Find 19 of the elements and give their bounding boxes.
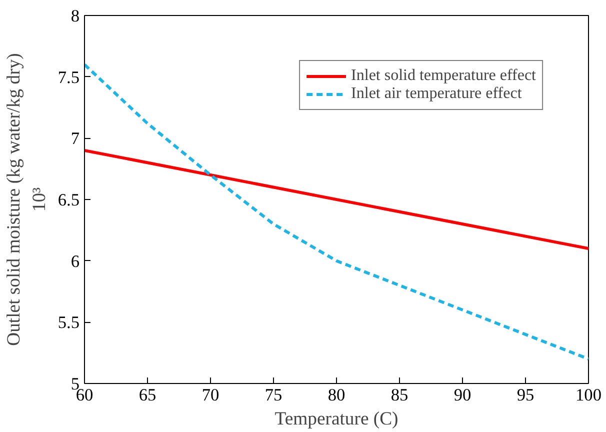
x-tick-label: 100 (576, 386, 602, 404)
line-series (84, 63, 588, 360)
x-tick-label: 80 (328, 386, 346, 404)
y-tick-label: 5.5 (58, 313, 80, 332)
x-tick-label: 95 (516, 386, 534, 404)
y-axis-title: Outlet solid moisture (kg water/kg dry) 10³ (4, 53, 50, 346)
legend-label: Inlet air temperature effect (351, 85, 522, 103)
x-axis-title: Temperature (C) (274, 408, 398, 430)
x-tick-label: 85 (390, 386, 408, 404)
y-tick-label: 6.5 (58, 190, 80, 210)
x-tick-label: 75 (264, 386, 282, 404)
legend-label: Inlet solid temperature effect (351, 67, 536, 85)
y-tick-label: 8 (70, 6, 80, 26)
y-tick-label: 7 (70, 129, 80, 148)
x-tick-label: 90 (454, 386, 472, 404)
y-tick-label: 7.5 (58, 68, 80, 87)
x-tick-label: 70 (202, 386, 220, 404)
x-tick-label: 65 (138, 386, 156, 404)
y-tick-label: 6 (70, 252, 80, 271)
